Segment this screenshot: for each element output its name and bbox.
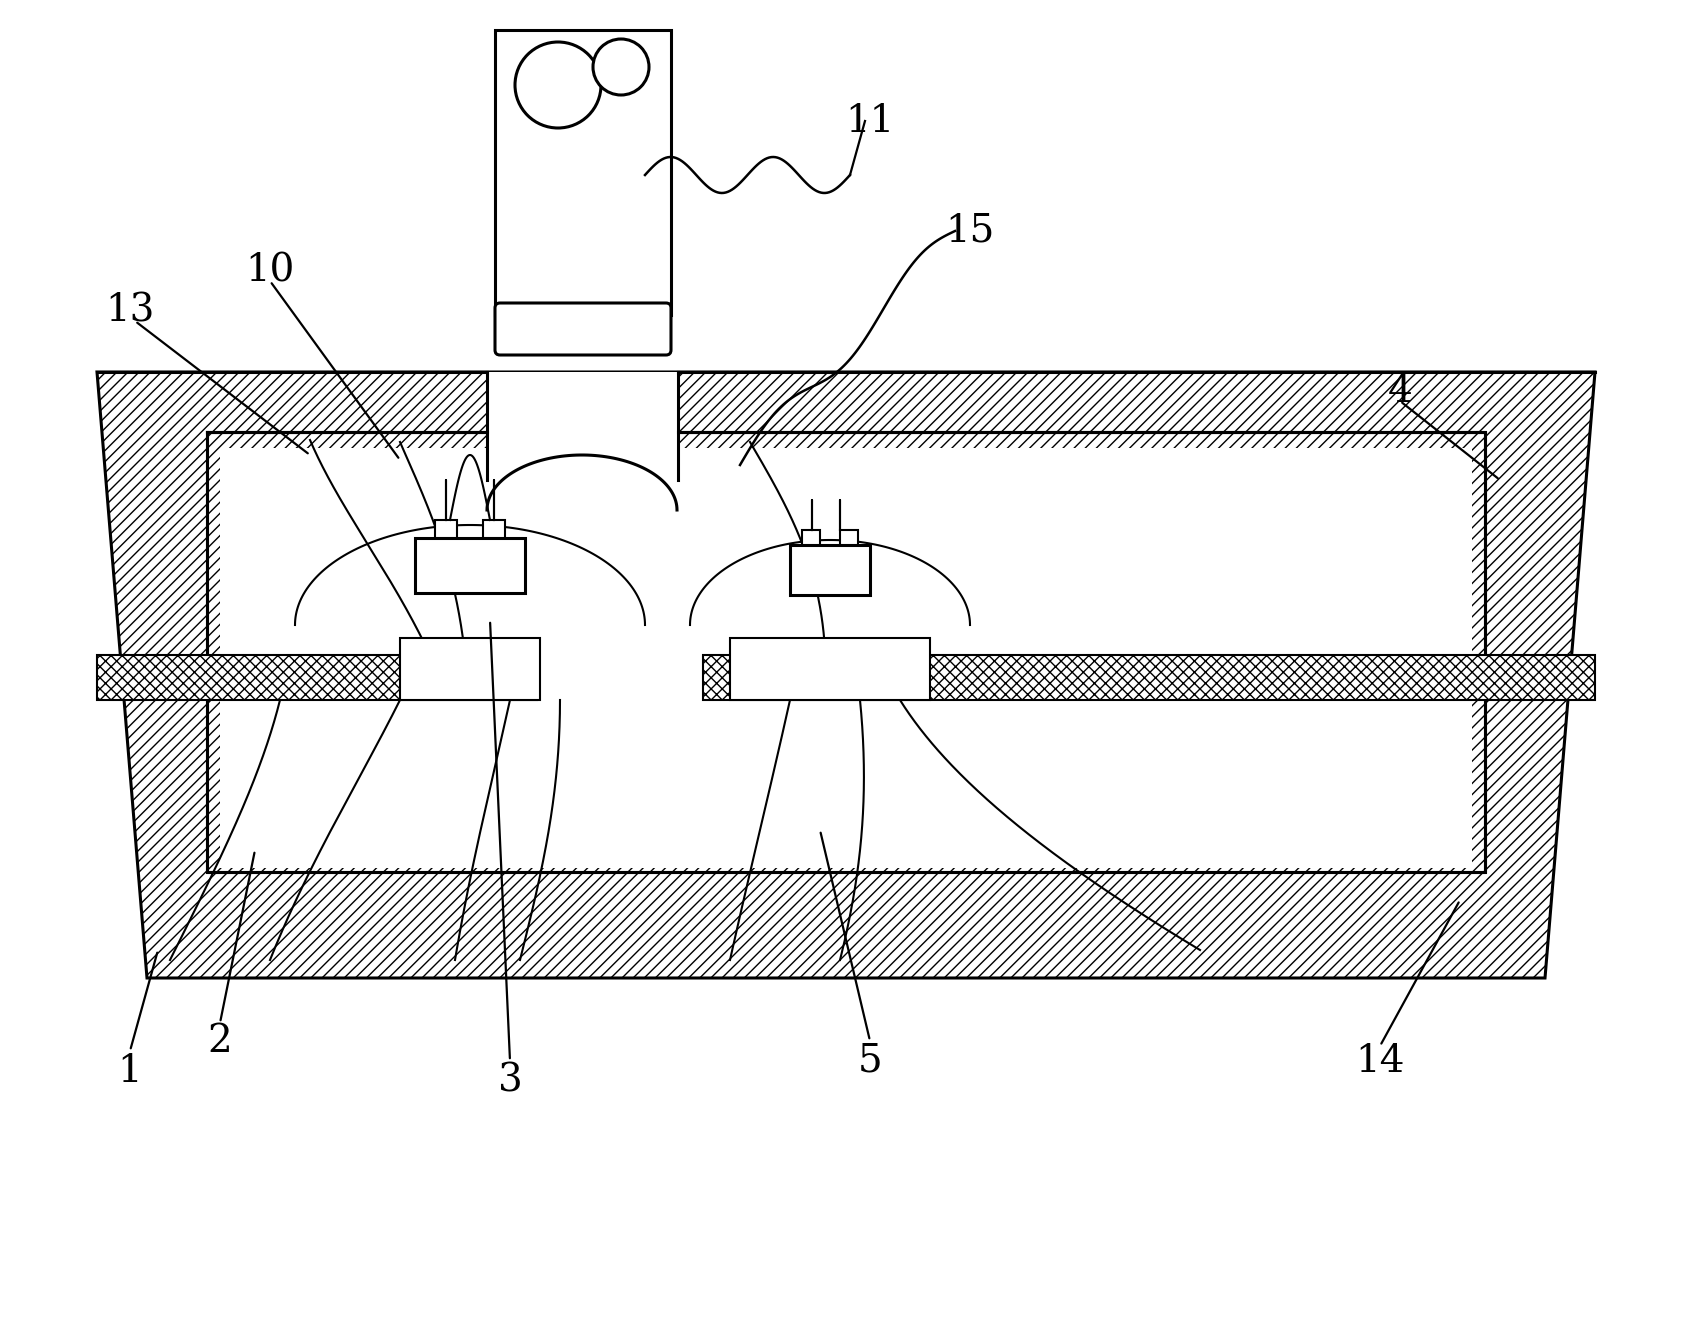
- Bar: [482, 520, 504, 538]
- Text: 13: 13: [105, 292, 154, 330]
- Polygon shape: [96, 654, 536, 700]
- Polygon shape: [487, 371, 678, 510]
- Polygon shape: [206, 432, 1486, 872]
- Text: 2: 2: [208, 1022, 232, 1059]
- Bar: [802, 530, 821, 544]
- Bar: [415, 538, 525, 593]
- Text: 10: 10: [245, 252, 294, 290]
- Circle shape: [514, 42, 601, 127]
- Text: 4: 4: [1387, 373, 1413, 409]
- Text: 14: 14: [1355, 1042, 1404, 1080]
- Bar: [435, 520, 457, 538]
- Bar: [839, 530, 858, 544]
- Text: 11: 11: [846, 102, 895, 139]
- Bar: [790, 544, 870, 595]
- Bar: [220, 448, 1472, 868]
- Text: 3: 3: [497, 1062, 523, 1100]
- FancyBboxPatch shape: [496, 303, 672, 355]
- Bar: [729, 638, 931, 700]
- Text: 5: 5: [858, 1042, 882, 1080]
- Bar: [399, 638, 540, 700]
- Text: 1: 1: [118, 1053, 142, 1089]
- Circle shape: [592, 39, 650, 95]
- Text: 15: 15: [946, 212, 995, 249]
- Polygon shape: [96, 371, 1596, 978]
- Bar: [496, 30, 672, 315]
- Polygon shape: [702, 654, 1596, 700]
